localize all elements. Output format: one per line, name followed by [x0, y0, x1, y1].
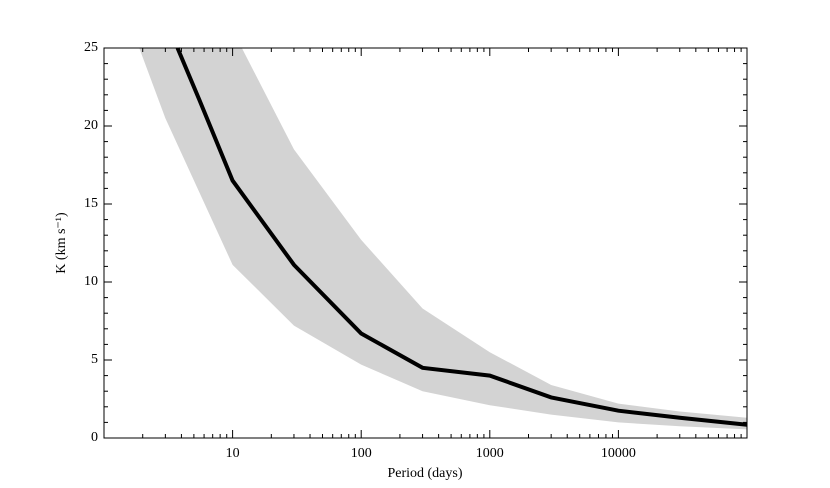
plot-frame — [103, 47, 748, 439]
x-tick-label: 100 — [351, 446, 372, 461]
y-tick-label: 10 — [84, 274, 98, 289]
x-tick-label: 10000 — [601, 446, 636, 461]
line — [175, 47, 748, 427]
y-axis-label: K (km s⁻¹) — [54, 212, 69, 274]
x-axis-label: Period (days) — [387, 466, 462, 481]
x-tick-label: 1000 — [476, 446, 504, 461]
y-tick-label: 5 — [91, 352, 98, 367]
y-tick-label: 25 — [84, 40, 98, 55]
band — [139, 48, 747, 430]
y-tick-label: 0 — [91, 430, 98, 445]
y-tick-label: 20 — [84, 118, 98, 133]
x-tick-label: 10 — [226, 446, 240, 461]
y-tick-label: 15 — [84, 196, 98, 211]
